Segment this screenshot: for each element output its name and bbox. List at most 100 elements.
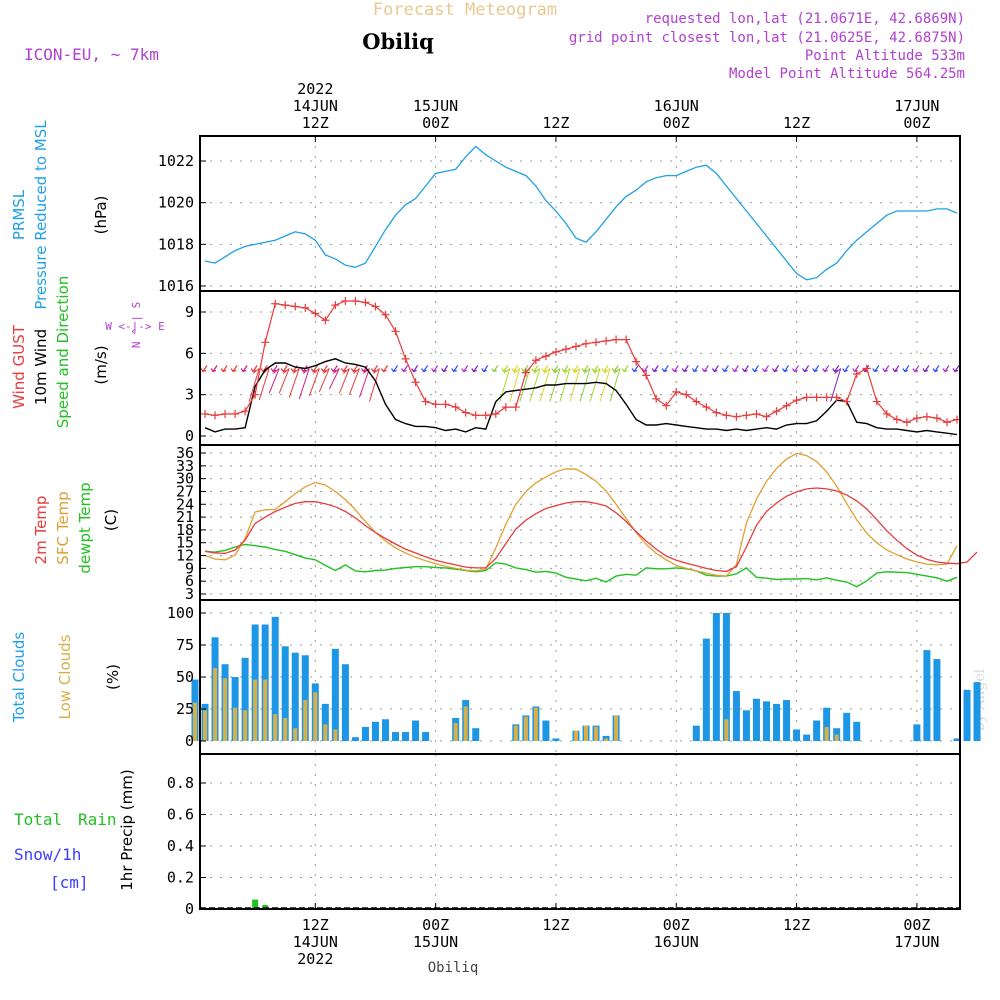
wind-direction-arrow [601,365,609,373]
gust-marker [401,354,410,363]
panel-frame [199,290,961,446]
low-cloud-bar [834,734,839,741]
sfc-temp-line [204,452,958,577]
gust-marker [882,409,891,418]
temp-unit: (C) [102,509,120,531]
product-title: Forecast Meteogram [373,0,557,20]
wind-direction-arrow [431,365,439,373]
y-tick-label: 75 [176,636,194,654]
wind-direction-arrow [290,365,298,373]
y-tick-label: 25 [176,700,194,718]
total-cloud-bar [321,703,329,741]
y-tick-label: 6 [185,344,194,362]
wind-direction-arrow [772,365,780,373]
wind-hatch [509,368,521,402]
wind-gust-line [204,300,958,423]
wind-direction-arrow [691,365,699,373]
total-cloud-bar [752,698,760,741]
wind-label-gust: Wind GUST [10,324,28,409]
gust-marker [341,296,350,305]
wind-direction-arrow [651,365,659,373]
wind-hatch [258,368,270,401]
gust-marker [892,415,901,424]
wind-direction-arrow [842,365,850,373]
axes-layer: 1016101810201022036936912151821242730333… [158,80,961,968]
wind-direction-arrow [711,365,719,373]
wind-direction-arrow [270,365,278,373]
compass-west-east: W <-|-> E [105,320,165,333]
wind-direction-arrow [481,365,489,373]
gust-marker [531,356,540,365]
gust-marker [662,401,671,410]
low-cloud-bar [213,668,218,741]
wind-direction-arrow [250,365,258,373]
wind-hatch [358,368,370,398]
temp-labels: 2m Temp SFC Temp dewpt Temp (C) [32,482,120,573]
pressure-line [204,145,958,281]
wind-10m-line [204,358,958,436]
dewpoint-line [204,543,958,588]
gust-marker [501,403,510,412]
total-cloud-bar [793,729,801,741]
wind-direction-arrow [681,365,689,373]
wind-direction-arrow [240,365,248,373]
model-altitude: Model Point Altitude 564.25m [729,66,965,82]
y-tick-label: 30 [176,470,194,488]
wind-hatch [589,368,601,402]
clouds-label-total: Total Clouds [10,632,28,724]
y-tick-label: 100 [167,604,194,622]
wind-hatch [519,368,531,402]
top-time-label: 16JUN [654,97,699,115]
rain-bar [262,905,269,909]
top-time-label: 12Z [542,114,569,132]
y-tick-label: 9 [185,559,194,577]
low-cloud-bar [233,707,238,741]
temp-2m-line [204,487,978,573]
wind-direction-arrow [892,365,900,373]
wind-direction-arrow [822,365,830,373]
total-cloud-bar [803,734,811,741]
point-altitude: Point Altitude 533m [805,48,965,64]
total-cloud-bar [552,738,560,741]
gust-marker [822,393,831,402]
gust-marker [842,397,851,406]
wind-direction-arrow [631,365,639,373]
low-cloud-bar [453,723,458,741]
low-cloud-bar [533,707,538,741]
temp-label-2m: 2m Temp [32,496,50,565]
wind-direction-arrow [902,365,910,373]
wind-direction-arrow [922,365,930,373]
gust-marker [321,316,330,325]
gust-marker [912,414,921,423]
total-cloud-bar [371,721,379,741]
gust-marker [702,403,711,412]
wind-direction-arrow [671,365,679,373]
wind-hatch [559,368,571,402]
precip-label-rain: Rain [78,810,117,829]
low-cloud-bar [203,710,208,741]
wind-direction-arrow [551,365,559,373]
y-tick-label: 18 [176,521,194,539]
y-tick-label: 3 [185,386,194,404]
requested-coords: requested lon,lat (21.0671E, 42.6869N) [645,11,965,27]
y-tick-label: 50 [176,668,194,686]
wind-unit: (m/s) [92,345,110,384]
wind-direction-arrow [370,365,378,373]
gust-marker [872,397,881,406]
wind-direction-arrow [380,365,388,373]
bottom-time-label: 14JUN [293,933,338,951]
total-cloud-bar [301,655,309,741]
footer-location: Obiliq [428,960,479,976]
wind-direction-arrow [340,365,348,373]
panel-frame [199,135,961,292]
total-cloud-bar [742,710,750,741]
gust-marker [431,400,440,409]
wind-direction-arrow [461,365,469,373]
gust-marker [832,393,841,402]
y-tick-label: 1022 [158,152,194,170]
wind-direction-arrow [812,365,820,373]
low-cloud-bar [573,730,578,741]
gust-marker [762,412,771,421]
wind-direction-arrow [741,365,749,373]
total-cloud-bar [402,732,410,741]
